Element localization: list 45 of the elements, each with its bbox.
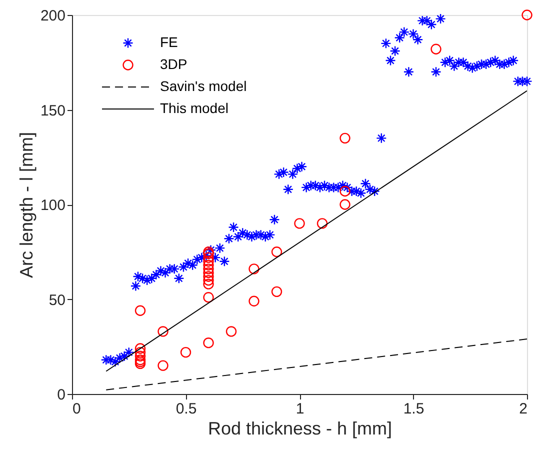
- y-tick-label: 50: [48, 292, 66, 309]
- point: [226, 326, 237, 337]
- point: [203, 274, 214, 286]
- point: [340, 132, 350, 144]
- point: [248, 264, 260, 274]
- point: [522, 10, 532, 20]
- legend-label: 3DP: [160, 56, 188, 72]
- point: [271, 246, 282, 258]
- legend-label: FE: [160, 34, 178, 50]
- point: [248, 296, 260, 306]
- y-tick-label: 150: [40, 102, 66, 120]
- y-tick-label: 0: [57, 386, 66, 404]
- x-tick-label: 0.5: [176, 400, 197, 418]
- x-axis-title: Rod thickness - h [mm]: [208, 418, 392, 438]
- point: [203, 292, 214, 303]
- legend-label: This model: [160, 100, 228, 116]
- point: [430, 44, 442, 54]
- point: [203, 252, 214, 263]
- legend-label: Savin's model: [160, 78, 247, 94]
- point: [134, 305, 146, 316]
- point: [203, 267, 214, 278]
- x-tick-label: 1: [296, 400, 304, 418]
- point: [294, 218, 305, 229]
- y-tick-label: 100: [40, 197, 66, 214]
- point: [340, 186, 350, 197]
- point: [134, 343, 146, 354]
- point: [158, 326, 168, 337]
- x-tick-label: 2: [519, 400, 528, 418]
- y-axis-title: Arc length - l [mm]: [16, 132, 36, 278]
- point: [180, 346, 192, 358]
- x-tick-label: 1.5: [403, 400, 424, 418]
- point: [134, 350, 146, 362]
- point: [203, 278, 214, 290]
- point: [203, 264, 214, 274]
- point: [203, 338, 214, 348]
- y-tick-label: 200: [40, 8, 66, 24]
- point: [203, 260, 214, 270]
- point: [203, 256, 214, 267]
- point: [271, 286, 282, 298]
- point: [316, 218, 328, 229]
- point: [203, 271, 214, 282]
- x-tick-label: 0: [72, 400, 81, 418]
- point: [158, 360, 168, 371]
- point: [134, 346, 146, 358]
- point: [340, 199, 350, 210]
